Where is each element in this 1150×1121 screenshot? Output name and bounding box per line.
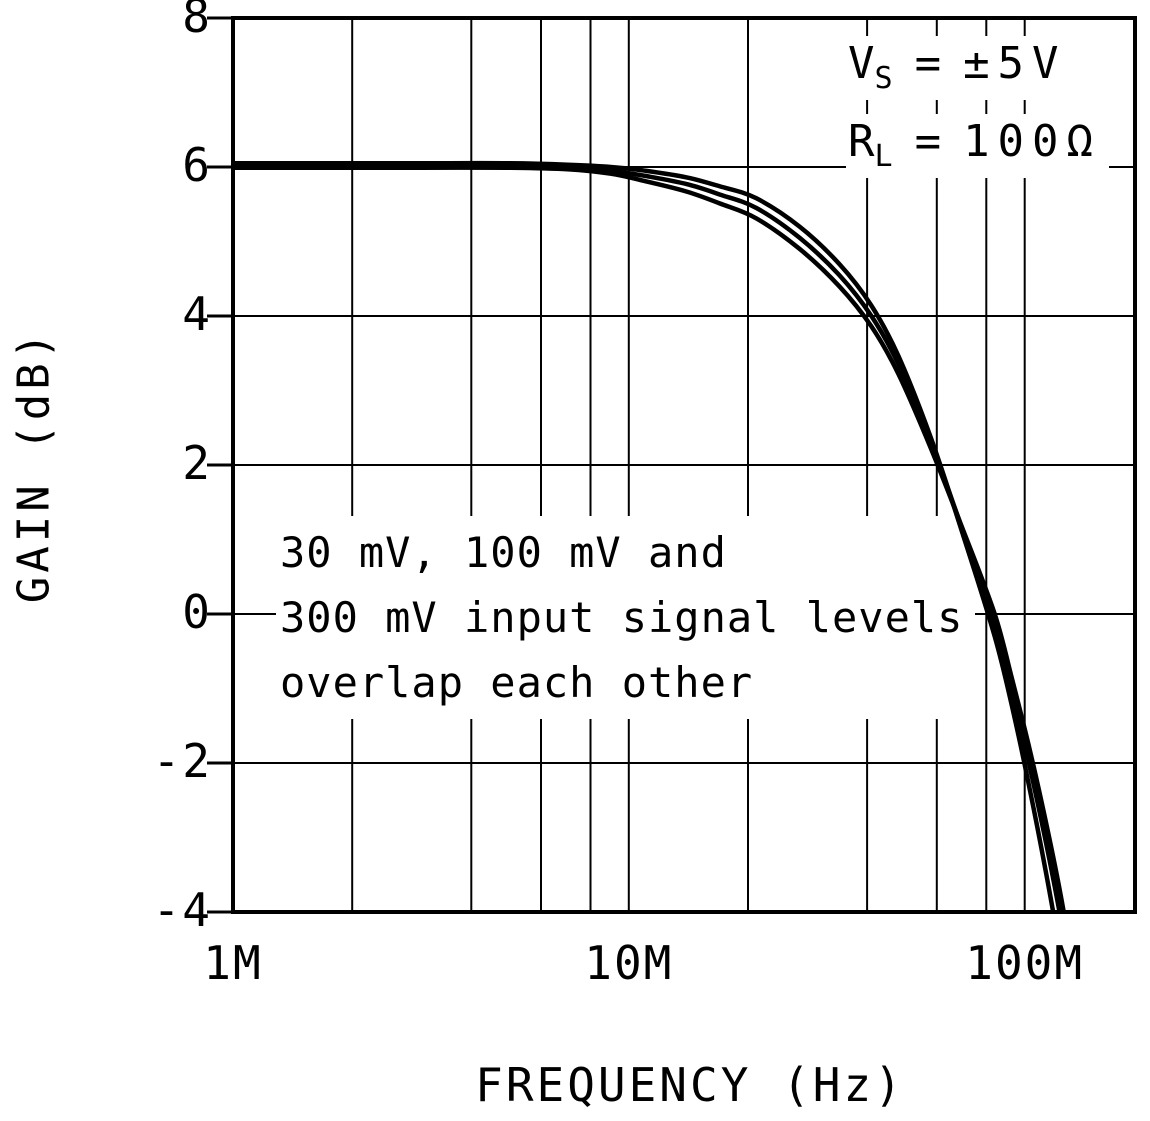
- condition-vs-value: ±5V: [963, 38, 1067, 89]
- y-axis-title: GAIN (dB): [8, 328, 60, 604]
- y-tick-label: 2: [182, 435, 212, 490]
- overlap-note: 30 mV, 100 mV and 300 mV input signal le…: [276, 516, 976, 719]
- condition-vs-subscript: S: [874, 60, 893, 96]
- x-tick-label: 100M: [965, 936, 1085, 990]
- condition-rl-symbol: R: [848, 116, 875, 167]
- overlap-note-line-2: 300 mV input signal levels: [280, 593, 964, 642]
- overlap-note-line-3: overlap each other: [280, 658, 754, 707]
- condition-supply-voltage: VS = ±5V: [846, 36, 1075, 100]
- condition-vs-equals: =: [914, 38, 942, 89]
- condition-rl-subscript: L: [874, 138, 893, 174]
- condition-rl-equals: =: [914, 116, 942, 167]
- condition-rl-value: 100Ω: [963, 116, 1102, 167]
- condition-vs-symbol: V: [848, 38, 875, 89]
- y-tick-label: -2: [152, 733, 212, 788]
- x-axis-title: FREQUENCY (Hz): [475, 1058, 905, 1112]
- y-tick-label: 4: [182, 286, 212, 341]
- condition-load-resistance: RL = 100Ω: [846, 114, 1110, 178]
- y-tick-label: 6: [182, 137, 212, 192]
- y-tick-label: -4: [152, 882, 212, 937]
- y-tick-label: 0: [182, 584, 212, 639]
- x-tick-label: 10M: [584, 936, 674, 990]
- overlap-note-line-1: 30 mV, 100 mV and: [280, 528, 727, 577]
- y-tick-label: 8: [182, 0, 212, 43]
- x-tick-label: 1M: [203, 936, 263, 990]
